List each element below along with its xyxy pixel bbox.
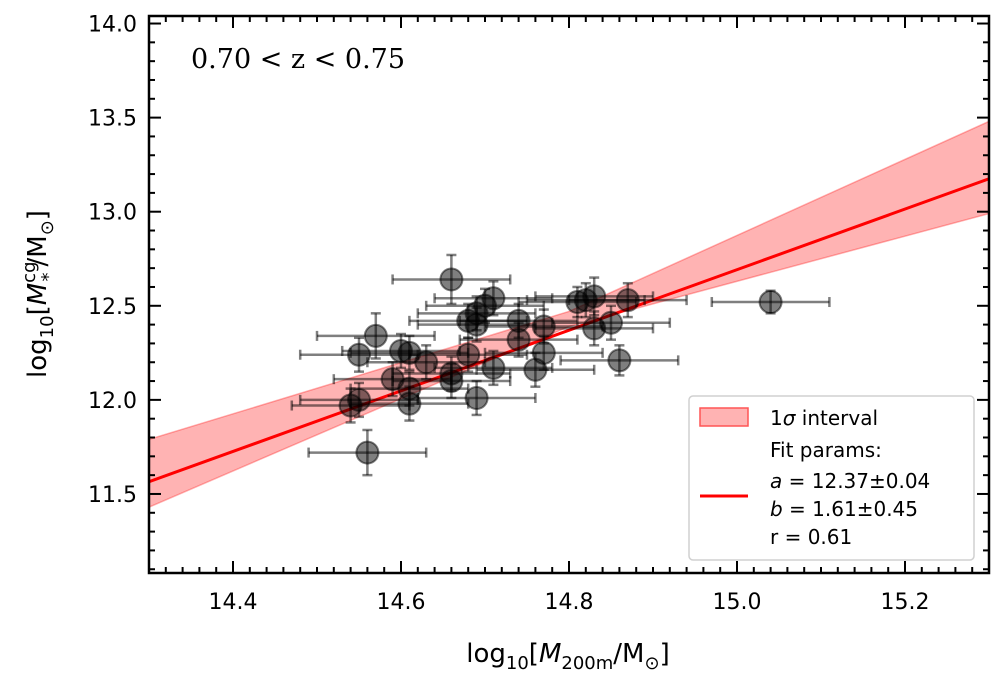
legend-fit-b: b = 1.61±0.45 xyxy=(770,497,918,521)
fit-line xyxy=(149,177,989,484)
y-tick-label: 12.5 xyxy=(88,295,137,320)
data-point xyxy=(307,428,428,477)
point-marker xyxy=(397,391,422,416)
legend: 1σ interval Fit params: a = 12.37±0.04 b… xyxy=(688,395,975,561)
point-marker xyxy=(615,288,640,313)
redshift-annotation: 0.70 < z < 0.75 xyxy=(191,44,405,75)
data-point xyxy=(391,253,512,306)
point-marker xyxy=(464,312,489,337)
data-point xyxy=(550,304,672,341)
data-point xyxy=(458,321,579,358)
x-tick-label: 14.6 xyxy=(377,590,426,615)
point-marker xyxy=(506,327,531,352)
point-marker xyxy=(439,267,464,292)
data-point xyxy=(416,306,537,343)
point-marker xyxy=(347,342,371,367)
data-point xyxy=(366,344,487,381)
x-tick-label: 15.0 xyxy=(713,590,762,615)
data-point xyxy=(416,379,537,417)
y-tick-label: 13.5 xyxy=(88,107,137,132)
point-marker xyxy=(481,355,506,380)
point-marker xyxy=(523,357,548,382)
legend-fit-a: a = 12.37±0.04 xyxy=(770,469,930,493)
point-marker xyxy=(439,369,464,394)
point-marker xyxy=(355,440,380,465)
legend-band-swatch xyxy=(699,407,749,427)
data-point xyxy=(315,312,436,360)
y-tick-label: 13.0 xyxy=(88,201,137,226)
point-marker xyxy=(607,348,632,373)
data-point xyxy=(559,344,680,377)
point-marker xyxy=(363,323,388,348)
point-marker xyxy=(464,385,489,410)
legend-fit-r: r = 0.61 xyxy=(770,525,852,549)
x-axis-label: log10[M200m/M⊙] xyxy=(466,639,669,674)
y-axis-label: log10[Mcg*/M⊙] xyxy=(19,210,59,378)
x-tick-label: 14.4 xyxy=(209,590,258,615)
legend-fit-title: Fit params: xyxy=(770,438,882,462)
point-marker xyxy=(456,342,481,367)
y-tick-label: 14.0 xyxy=(88,13,137,38)
data-point xyxy=(349,385,470,422)
point-marker xyxy=(599,310,623,335)
y-tick-label: 11.5 xyxy=(88,483,137,508)
y-tick-label: 12.0 xyxy=(88,389,137,414)
legend-band-label: 1σ interval xyxy=(770,406,878,430)
x-tick-label: 15.2 xyxy=(881,590,930,615)
legend-box xyxy=(688,395,975,561)
point-marker xyxy=(758,290,783,315)
point-marker xyxy=(565,290,590,315)
data-point xyxy=(710,289,831,315)
x-tick-label: 14.8 xyxy=(545,590,594,615)
